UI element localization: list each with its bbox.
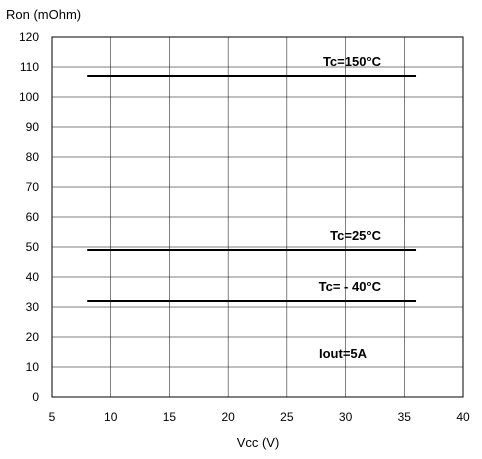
- series-label-2: Tc= - 40°C: [319, 279, 382, 294]
- x-axis-title: Vcc (V): [237, 435, 280, 450]
- x-tick-label: 10: [104, 410, 118, 424]
- series-labels: Tc=150°C Tc=25°C Tc= - 40°C: [319, 54, 382, 294]
- annotation-iout: Iout=5A: [319, 346, 368, 361]
- series-label-0: Tc=150°C: [323, 54, 382, 69]
- x-tick-label: 15: [163, 410, 177, 424]
- plot-frame: [51, 36, 464, 398]
- y-tick-label: 20: [26, 330, 40, 344]
- x-tick-label: 35: [398, 410, 412, 424]
- y-tick-label: 100: [19, 90, 39, 104]
- y-tick-label: 60: [26, 210, 40, 224]
- x-tick-label: 20: [221, 410, 235, 424]
- y-tick-label: 90: [26, 120, 40, 134]
- x-tick-label: 30: [339, 410, 353, 424]
- y-tick-label: 50: [26, 240, 40, 254]
- y-tick-labels: 0 10 20 30 40 50 60 70 80 90 100 110 120: [19, 30, 39, 404]
- y-tick-label: 40: [26, 270, 40, 284]
- y-tick-label: 70: [26, 180, 40, 194]
- y-tick-label: 80: [26, 150, 40, 164]
- x-tick-label: 5: [49, 410, 56, 424]
- y-tick-label: 30: [26, 300, 40, 314]
- y-tick-label: 120: [19, 30, 39, 44]
- x-tick-label: 40: [456, 410, 470, 424]
- x-tick-labels: 5 10 15 20 25 30 35 40: [49, 410, 470, 424]
- series-lines: [87, 75, 417, 302]
- grid: [52, 37, 463, 397]
- x-tick-label: 25: [280, 410, 294, 424]
- y-tick-label: 110: [20, 60, 39, 74]
- y-axis-title: Ron (mOhm): [6, 7, 81, 22]
- series-label-1: Tc=25°C: [330, 228, 381, 243]
- y-tick-label: 10: [26, 360, 40, 374]
- y-tick-label: 0: [32, 390, 39, 404]
